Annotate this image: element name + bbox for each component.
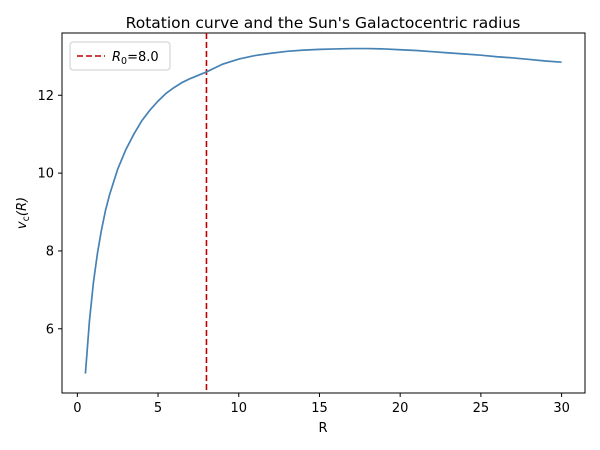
x-axis-ticks: 0 5 10 15 20 25 30 — [73, 393, 570, 416]
chart-title: Rotation curve and the Sun's Galactocent… — [126, 14, 521, 32]
legend-label-main: R — [112, 50, 121, 65]
legend-label-r0: R0=8.0 — [112, 50, 159, 67]
x-tick-label: 20 — [392, 401, 409, 416]
x-tick-label: 5 — [154, 401, 162, 416]
legend-label-sub: 0 — [121, 56, 127, 67]
y-axis-label-sub: c — [21, 216, 32, 221]
legend-box — [69, 41, 171, 71]
x-tick-label: 0 — [73, 401, 81, 416]
rotation-curve-line — [84, 47, 562, 374]
x-tick-label: 25 — [473, 401, 490, 416]
y-axis-ticks: 6 8 10 12 — [37, 89, 62, 337]
y-axis-label-tail: (R) — [15, 197, 30, 216]
legend-label-tail: =8.0 — [127, 50, 159, 65]
x-tick-label: 15 — [311, 401, 328, 416]
y-tick-label: 12 — [37, 89, 54, 104]
legend: R0=8.0 — [69, 41, 171, 71]
y-axis-label: vc(R) — [15, 197, 32, 229]
axes-frame — [61, 32, 586, 394]
x-tick-label: 30 — [553, 401, 570, 416]
y-tick-label: 8 — [46, 244, 54, 259]
x-tick-label: 10 — [230, 401, 247, 416]
y-tick-label: 6 — [46, 322, 54, 337]
x-axis-label: R — [318, 421, 327, 436]
y-axis-label-main: v — [15, 221, 30, 229]
y-tick-label: 10 — [37, 167, 54, 182]
plot-area — [61, 32, 586, 394]
